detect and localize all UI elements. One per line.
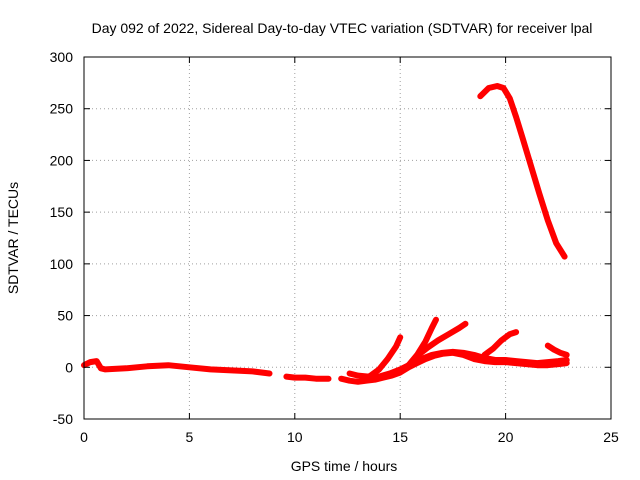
series-line-0 bbox=[81, 358, 273, 377]
y-tick-label: 300 bbox=[50, 49, 74, 65]
y-tick-label: 200 bbox=[50, 152, 74, 168]
series-line-3 bbox=[346, 348, 570, 380]
y-tick-label: 100 bbox=[50, 256, 74, 272]
x-tick-label: 5 bbox=[186, 429, 194, 445]
y-tick-label: 250 bbox=[50, 101, 74, 117]
y-tick-label: 150 bbox=[50, 204, 74, 220]
chart-title: Day 092 of 2022, Sidereal Day-to-day VTE… bbox=[92, 20, 593, 36]
grid-lines bbox=[84, 57, 611, 419]
axis-ticks: 0 5 10 15 20 25 -50 0 50 100 150 200 250 300 bbox=[50, 49, 619, 445]
x-tick-label: 15 bbox=[392, 429, 408, 445]
data-series bbox=[81, 83, 570, 385]
series-line-7 bbox=[481, 329, 520, 358]
series-line-5 bbox=[405, 316, 439, 369]
series-line-4 bbox=[359, 334, 404, 383]
series-line-8 bbox=[544, 342, 570, 358]
x-tick-label: 25 bbox=[603, 429, 619, 445]
x-axis-title: GPS time / hours bbox=[291, 458, 398, 474]
x-tick-label: 20 bbox=[498, 429, 514, 445]
y-tick-label: 50 bbox=[57, 308, 73, 324]
x-tick-label: 0 bbox=[80, 429, 88, 445]
y-tick-label: -50 bbox=[53, 411, 73, 427]
y-axis-title: SDTVAR / TECUs bbox=[5, 182, 21, 294]
series-line-9 bbox=[477, 83, 568, 260]
series-line-1 bbox=[283, 373, 332, 382]
series-line-6 bbox=[414, 320, 469, 359]
plot-frame bbox=[83, 56, 612, 420]
y-tick-label: 0 bbox=[65, 359, 73, 375]
x-tick-label: 10 bbox=[287, 429, 303, 445]
